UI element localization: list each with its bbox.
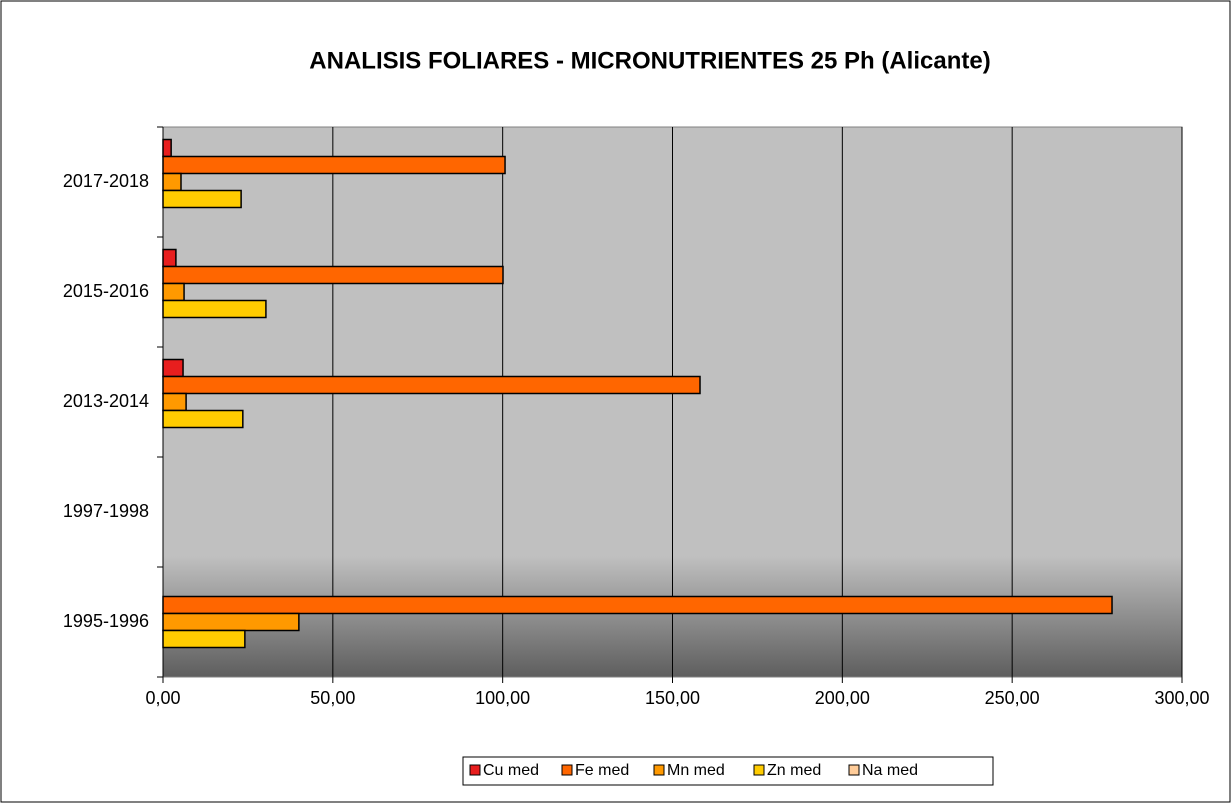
x-tick-label: 0,00: [145, 688, 180, 708]
legend-swatch: [561, 764, 573, 776]
bar: [162, 138, 172, 158]
x-tick-label: 150,00: [645, 688, 700, 708]
bar: [162, 409, 244, 429]
bar: [162, 392, 187, 412]
legend-swatch: [753, 764, 765, 776]
bar: [162, 172, 182, 192]
x-tick-label: 100,00: [475, 688, 530, 708]
bar: [162, 155, 506, 175]
bar: [162, 282, 185, 302]
legend-swatch: [469, 764, 481, 776]
bar: [162, 265, 504, 285]
bar: [162, 248, 177, 268]
y-tick-label: 2017-2018: [63, 171, 149, 191]
bar: [162, 629, 246, 649]
legend-label: Mn med: [667, 762, 725, 779]
legend: [462, 756, 994, 786]
y-tick-label: 1995-1996: [63, 611, 149, 631]
bar: [162, 189, 242, 209]
y-tick-label: 2013-2014: [63, 391, 149, 411]
legend-label: Fe med: [575, 762, 629, 779]
x-tick-label: 300,00: [1154, 688, 1209, 708]
x-tick-label: 250,00: [985, 688, 1040, 708]
legend-swatch: [653, 764, 665, 776]
legend-swatch: [848, 764, 860, 776]
chart-title: ANALISIS FOLIARES - MICRONUTRIENTES 25 P…: [309, 47, 990, 74]
x-tick-label: 200,00: [815, 688, 870, 708]
y-tick-label: 2015-2016: [63, 281, 149, 301]
y-tick-label: 1997-1998: [63, 501, 149, 521]
bar: [162, 299, 267, 319]
x-tick-label: 50,00: [310, 688, 355, 708]
legend-label: Cu med: [483, 762, 539, 779]
bar: [162, 595, 1113, 615]
bar: [162, 375, 701, 395]
legend-label: Na med: [862, 762, 918, 779]
legend-label: Zn med: [767, 762, 821, 779]
bar: [162, 358, 184, 378]
bar: [162, 612, 300, 632]
